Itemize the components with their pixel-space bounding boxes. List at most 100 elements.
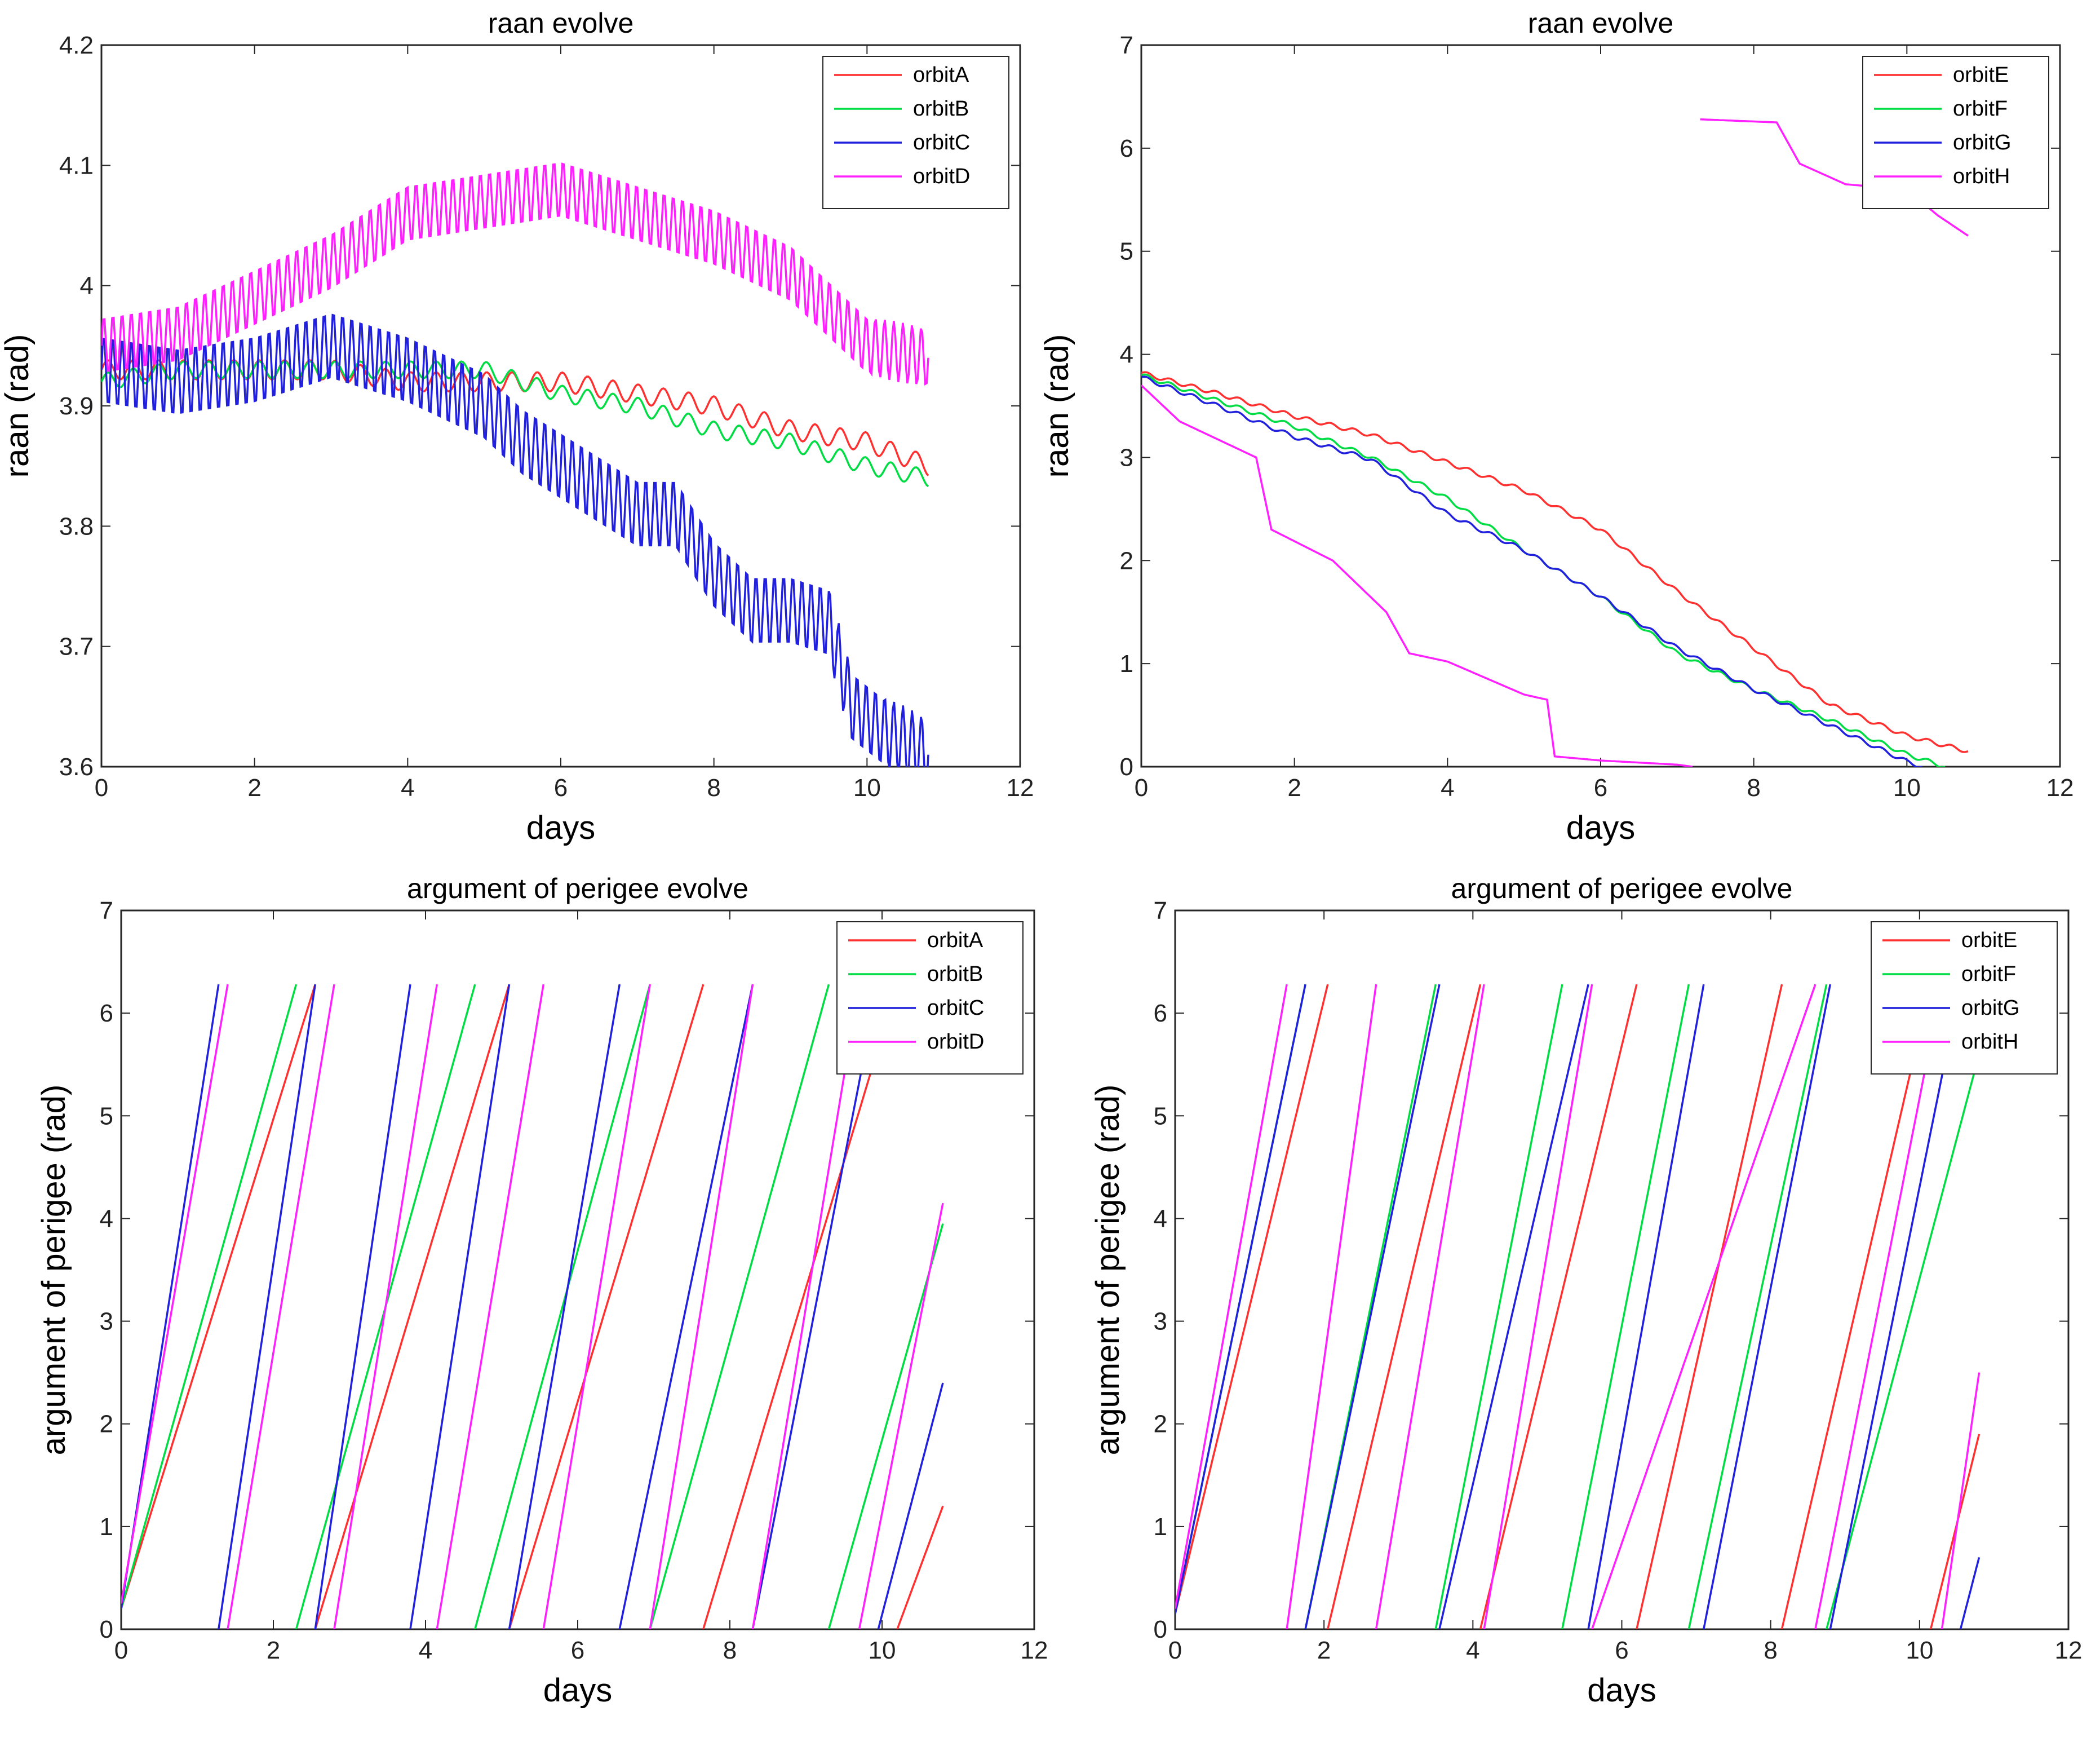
legend-entry: orbitF [1961, 962, 2016, 986]
legend-entry: orbitA [913, 63, 969, 87]
y-tick-label: 6 [1154, 1000, 1167, 1027]
y-tick-label: 7 [1154, 897, 1167, 925]
x-axis-label: days [1587, 1672, 1656, 1709]
series-line-orbitC [121, 984, 944, 1629]
y-tick-label: 2 [1120, 547, 1133, 574]
x-tick-label: 10 [1893, 774, 1921, 802]
series-line-orbitE [1141, 371, 1969, 753]
legend-entry: orbitF [1953, 97, 2008, 121]
y-axis-label: argument of perigee (rad) [36, 1085, 72, 1456]
y-tick-label: 0 [100, 1616, 113, 1643]
y-tick-label: 1 [100, 1513, 113, 1541]
y-tick-label: 3.6 [59, 753, 94, 781]
series-line-orbitH [1175, 984, 1981, 1629]
legend: orbitA orbitB orbitC orbitD [836, 921, 1024, 1075]
y-tick-label: 2 [1154, 1411, 1167, 1438]
y-tick-label: 4 [1154, 1205, 1167, 1232]
x-tick-label: 4 [1441, 774, 1454, 802]
x-axis-label: days [543, 1672, 613, 1709]
chart-title: raan evolve [1528, 7, 1674, 39]
legend-entry: orbitA [927, 929, 983, 952]
series-line-orbitA [121, 984, 944, 1629]
y-tick-label: 4 [100, 1205, 113, 1232]
y-tick-label: 3 [100, 1308, 113, 1336]
chart-title: raan evolve [488, 7, 634, 39]
y-tick-label: 6 [1120, 135, 1133, 162]
series-line-orbitC [101, 313, 929, 767]
legend-box [1871, 921, 2058, 1075]
y-axis-label: raan (rad) [0, 334, 36, 478]
legend-entry: orbitH [1961, 1030, 2018, 1054]
y-tick-label: 0 [1120, 753, 1133, 781]
x-tick-label: 2 [267, 1637, 280, 1664]
y-tick-label: 3.7 [59, 633, 94, 661]
x-tick-label: 2 [1317, 1637, 1331, 1664]
x-tick-label: 10 [869, 1637, 896, 1664]
y-tick-label: 5 [1154, 1102, 1167, 1130]
y-tick-label: 4.1 [59, 152, 94, 179]
x-tick-label: 12 [1021, 1637, 1048, 1664]
chart-title: argument of perigee evolve [1451, 873, 1793, 904]
y-tick-label: 0 [1154, 1616, 1167, 1643]
x-axis-label: days [526, 810, 596, 846]
legend-entry: orbitH [1953, 165, 2010, 188]
series-line-orbitH [1141, 384, 1693, 767]
x-tick-label: 4 [1466, 1637, 1479, 1664]
y-tick-label: 4 [1120, 341, 1133, 369]
x-tick-label: 4 [401, 774, 414, 802]
legend-box [1862, 56, 2049, 209]
y-tick-label: 7 [1120, 32, 1133, 59]
y-tick-label: 3 [1154, 1308, 1167, 1336]
y-tick-label: 3.9 [59, 392, 94, 420]
legend-entry: orbitC [913, 131, 970, 154]
x-tick-label: 10 [1906, 1637, 1933, 1664]
series-line-orbitD [121, 984, 944, 1629]
y-tick-label: 6 [100, 1000, 113, 1027]
y-tick-label: 2 [100, 1411, 113, 1438]
x-tick-label: 8 [707, 774, 720, 802]
legend-entry: orbitE [1961, 929, 2017, 952]
series-line-orbitE [1175, 984, 1981, 1629]
y-tick-label: 3.8 [59, 512, 94, 540]
x-tick-label: 10 [853, 774, 881, 802]
x-axis-label: days [1566, 810, 1636, 846]
legend-box [836, 921, 1024, 1075]
x-tick-label: 4 [419, 1637, 432, 1664]
x-tick-label: 2 [1287, 774, 1301, 802]
legend: orbitE orbitF orbitG orbitH [1862, 56, 2049, 209]
x-tick-label: 12 [1007, 774, 1034, 802]
x-tick-label: 0 [1168, 1637, 1182, 1664]
legend-entry: orbitE [1953, 63, 2009, 87]
chart-title: argument of perigee evolve [407, 873, 748, 904]
chart-panel-1: 0 2 4 6 8 10 12 3.6 3.7 3.8 3.9 4 4.1 4.2 raan evolve d… [0, 7, 1034, 846]
series-line-orbitD [101, 162, 929, 386]
x-tick-label: 6 [554, 774, 568, 802]
y-tick-label: 3 [1120, 444, 1133, 471]
y-tick-label: 1 [1120, 650, 1133, 678]
y-tick-label: 1 [1154, 1513, 1167, 1541]
y-tick-label: 4 [80, 272, 94, 300]
x-tick-label: 8 [723, 1637, 737, 1664]
legend-entry: orbitG [1961, 996, 2019, 1020]
x-tick-label: 12 [2055, 1637, 2083, 1664]
y-tick-label: 4.2 [59, 32, 94, 59]
y-tick-label: 5 [1120, 238, 1133, 266]
legend: orbitE orbitF orbitG orbitH [1871, 921, 2058, 1075]
x-tick-label: 6 [1594, 774, 1607, 802]
legend: orbitA orbitB orbitC orbitD [822, 56, 1009, 209]
x-tick-label: 0 [114, 1637, 128, 1664]
legend-box [822, 56, 1009, 209]
legend-entry: orbitC [927, 996, 984, 1020]
series-line-orbitG [1141, 375, 1922, 767]
x-tick-label: 2 [247, 774, 261, 802]
x-tick-label: 12 [2046, 774, 2074, 802]
series-line-orbitG [1175, 984, 1981, 1629]
x-tick-label: 8 [1764, 1637, 1777, 1664]
x-tick-label: 8 [1747, 774, 1760, 802]
y-tick-label: 5 [100, 1102, 113, 1130]
legend-entry: orbitD [913, 165, 970, 188]
x-tick-label: 0 [1135, 774, 1148, 802]
